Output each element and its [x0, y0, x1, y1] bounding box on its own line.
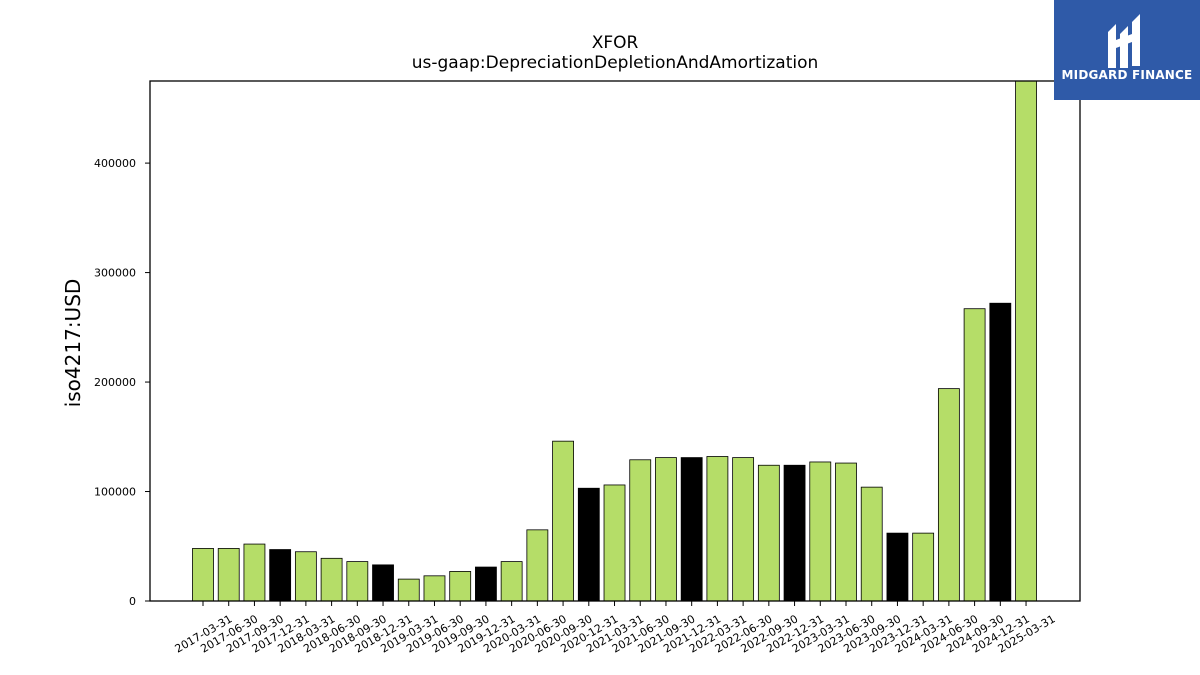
bar-2018-09-30: [346, 561, 369, 602]
midgard-logo-icon: [1108, 14, 1140, 68]
bar-2019-03-31: [397, 578, 420, 602]
bar-2023-03-31: [809, 461, 832, 602]
bar-2024-09-30: [963, 308, 986, 602]
y-tick-label: 400000: [94, 157, 136, 170]
bar-2019-09-30: [449, 571, 472, 602]
bar-2017-09-30: [243, 543, 266, 602]
y-tick-label: 100000: [94, 486, 136, 499]
bar-2017-03-31: [192, 548, 214, 602]
bar-2023-09-30: [860, 486, 883, 602]
bar-2018-03-31: [294, 551, 317, 602]
chart-subtitle: us-gaap:DepreciationDepletionAndAmortiza…: [412, 53, 819, 73]
bar-2023-06-30: [835, 462, 857, 602]
bar-2021-09-30: [655, 457, 677, 602]
bar-2017-12-31: [269, 549, 292, 602]
bar-2019-12-31: [475, 566, 497, 602]
bar-2022-09-30: [757, 464, 780, 602]
bar-2021-03-31: [603, 484, 626, 602]
bar-2017-06-30: [217, 548, 240, 602]
y-axis-label: iso4217:USD: [61, 279, 85, 408]
bars-group: [192, 80, 1037, 602]
brand-name: MIDGARD FINANCE: [1061, 68, 1193, 82]
bar-2019-06-30: [423, 575, 446, 602]
y-tick-label: 300000: [94, 267, 136, 280]
brand-logo: MIDGARD FINANCE: [1054, 0, 1200, 100]
bar-2023-12-31: [886, 532, 909, 602]
bar-2022-03-31: [706, 456, 729, 602]
y-tick-label: 0: [129, 595, 136, 608]
bar-2022-12-31: [783, 464, 806, 602]
bar-2024-03-31: [912, 532, 935, 602]
bar-2020-09-30: [552, 440, 574, 602]
chart-title: XFOR: [592, 33, 639, 53]
bar-2022-06-30: [732, 457, 755, 602]
bar-2020-12-31: [577, 487, 600, 602]
bar-2024-06-30: [937, 388, 960, 602]
bar-2018-12-31: [372, 564, 394, 602]
y-axis: 0 100000 200000 300000 400000: [94, 157, 150, 608]
bar-2018-06-30: [320, 557, 343, 602]
bar-2024-12-31: [989, 302, 1012, 602]
y-tick-label: 200000: [94, 376, 136, 389]
bar-2020-06-30: [526, 529, 549, 602]
bar-2021-06-30: [629, 459, 652, 602]
bar-2025-03-31: [1015, 80, 1037, 602]
bar-2021-12-31: [680, 457, 703, 602]
bar-2020-03-31: [500, 561, 523, 602]
x-axis: 2017-03-312017-06-302017-09-302017-12-31…: [173, 601, 1058, 656]
plot-frame: [149, 80, 1081, 602]
